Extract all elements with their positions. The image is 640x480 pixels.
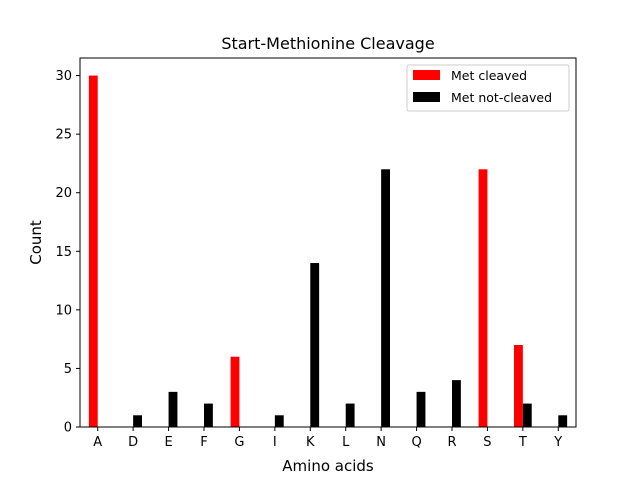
bar-met-cleaved-t: [514, 345, 523, 427]
bar-met-not-cleaved-q: [416, 391, 426, 427]
legend: Met cleaved Met not-cleaved: [406, 64, 570, 112]
y-tick-label: 15: [55, 245, 72, 260]
bar-met-not-cleaved-d: [133, 415, 142, 427]
y-tick-label: 0: [64, 421, 72, 436]
bar-met-not-cleaved-y: [558, 415, 568, 427]
x-tick-label-a: A: [93, 435, 102, 450]
bars-layer: [88, 75, 568, 428]
bar-met-not-cleaved-k: [310, 263, 320, 427]
x-tick-label-q: Q: [411, 435, 421, 450]
legend-label-met-not-cleaved: Met not-cleaved: [451, 90, 552, 105]
y-axis-ticks: 0 5 10 15 20 25 30: [55, 69, 80, 436]
y-tick-label: 5: [64, 362, 72, 377]
x-tick-label-d: D: [128, 435, 138, 450]
plot-frame: [79, 57, 577, 428]
x-tick-label-f: F: [200, 435, 207, 450]
legend-box: [406, 64, 570, 112]
bar-met-cleaved-g: [230, 356, 240, 427]
bar-met-not-cleaved-l: [345, 403, 355, 427]
x-tick-label-g: G: [234, 435, 244, 450]
bar-met-not-cleaved-t: [522, 403, 532, 427]
bar-met-not-cleaved-i: [274, 415, 284, 427]
y-tick-label: 20: [55, 186, 72, 201]
x-tick-label-e: E: [164, 435, 172, 450]
legend-swatch-met-not-cleaved: [413, 92, 440, 102]
x-tick-label-s: S: [483, 435, 491, 450]
bar-met-not-cleaved-n: [381, 169, 390, 428]
x-tick-label-r: R: [447, 435, 456, 450]
y-tick-label: 30: [55, 69, 72, 84]
x-tick-label-y: Y: [553, 435, 562, 450]
y-tick-label: 10: [55, 303, 72, 318]
x-tick-label-l: L: [342, 435, 350, 450]
x-tick-label-k: K: [306, 435, 315, 450]
x-tick-label-n: N: [376, 435, 386, 450]
bar-met-not-cleaved-e: [168, 391, 178, 427]
x-tick-label-t: T: [518, 435, 527, 450]
bar-met-cleaved-a: [88, 75, 98, 428]
y-tick-label: 25: [55, 128, 72, 143]
y-axis-label: Count: [27, 220, 45, 265]
chart-title: Start-Methionine Cleavage: [221, 34, 434, 53]
x-axis-label: Amino acids: [282, 457, 374, 475]
legend-label-met-cleaved: Met cleaved: [451, 68, 527, 83]
legend-swatch-met-cleaved: [413, 70, 440, 80]
bar-met-not-cleaved-r: [452, 380, 461, 427]
x-tick-label-i: I: [273, 435, 277, 450]
bar-met-not-cleaved-f: [204, 403, 213, 427]
bar-met-cleaved-s: [478, 169, 488, 428]
